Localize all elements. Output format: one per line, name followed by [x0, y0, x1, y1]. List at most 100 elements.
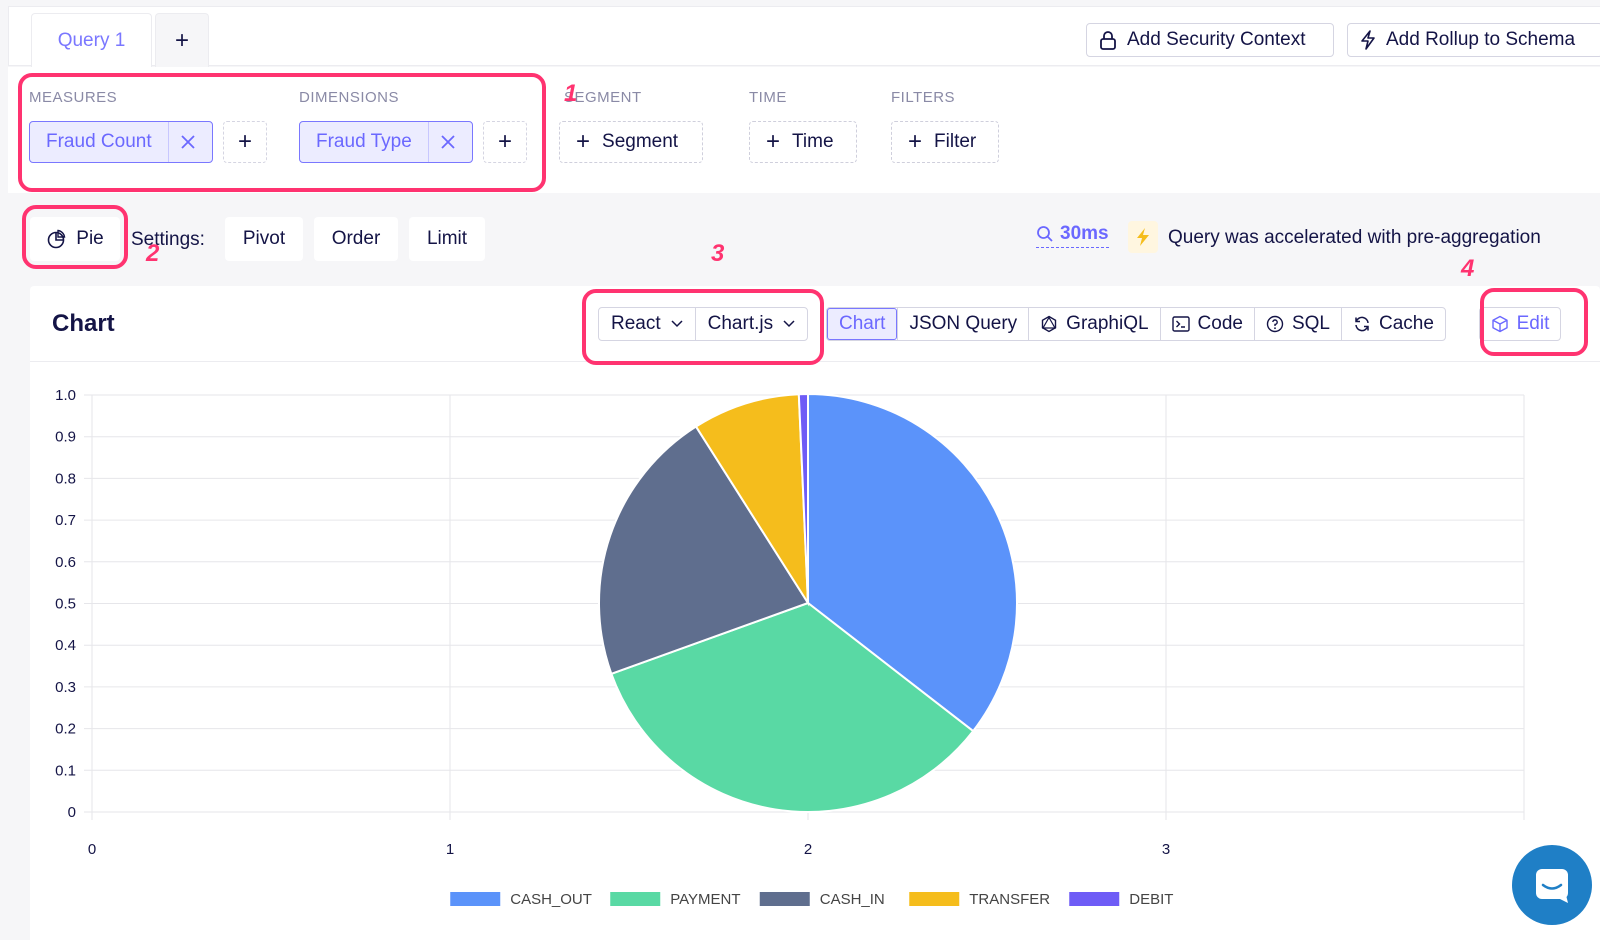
- tab-json-query[interactable]: JSON Query: [897, 308, 1028, 340]
- tab-chart[interactable]: Chart: [827, 308, 898, 340]
- x-tick-label: 0: [88, 841, 96, 858]
- pie-slice-cash-in: [598, 425, 810, 676]
- add-rollup-button[interactable]: Add Rollup to Schema: [1347, 23, 1600, 57]
- tab-code-label: Code: [1197, 313, 1243, 334]
- legend-swatch: [450, 892, 501, 906]
- chevron-down-icon: [783, 320, 795, 328]
- add-dimension-button[interactable]: +: [483, 121, 527, 163]
- tab-graphiql[interactable]: GraphiQL: [1028, 308, 1159, 340]
- pie-slice-transfer: [694, 393, 810, 607]
- view-tabs: Chart JSON Query GraphiQL Code SQL Cache: [826, 307, 1446, 341]
- y-tick-label: 0.1: [55, 762, 76, 779]
- tab-code[interactable]: Code: [1159, 308, 1254, 340]
- lock-icon: [1100, 31, 1116, 50]
- plus-icon: +: [766, 128, 781, 155]
- y-tick-label: 0.4: [55, 637, 76, 654]
- edit-label: Edit: [1516, 313, 1550, 334]
- legend-label: PAYMENT: [670, 891, 740, 908]
- y-tick-label: 0.3: [55, 679, 76, 696]
- remove-measure-close-icon[interactable]: [167, 122, 208, 162]
- acceleration-message: Query was accelerated with pre-aggregati…: [1168, 227, 1541, 248]
- measures-label: MEASURES: [29, 89, 118, 106]
- y-tick-label: 0.9: [55, 429, 76, 446]
- cube-icon: [1491, 315, 1508, 333]
- y-tick-label: 1.0: [55, 387, 76, 404]
- remove-dimension-close-icon[interactable]: [427, 122, 468, 162]
- legend-label: TRANSFER: [969, 891, 1050, 908]
- add-measure-button[interactable]: +: [223, 121, 267, 163]
- tab-sql-label: SQL: [1291, 313, 1330, 334]
- library-select[interactable]: Chart.js: [694, 308, 807, 340]
- measure-pill-fraud-count[interactable]: Fraud Count: [29, 121, 213, 163]
- timing-value: 30ms: [1060, 223, 1109, 244]
- legend-swatch: [759, 892, 810, 906]
- tab-sql[interactable]: SQL: [1253, 308, 1341, 340]
- y-tick-label: 0.6: [55, 554, 76, 571]
- y-tick-label: 0.5: [55, 596, 76, 613]
- add-time-label: Time: [792, 131, 834, 152]
- pie-chart-icon: [47, 229, 66, 249]
- order-button[interactable]: Order: [314, 217, 398, 261]
- y-tick-label: 0: [68, 804, 76, 821]
- highlight-box-2: [22, 205, 128, 269]
- chart-card: Chart React Chart.js Chart JSON Query Gr…: [30, 286, 1600, 940]
- add-filter-button[interactable]: + Filter: [891, 121, 999, 163]
- pie-slice-payment: [610, 601, 975, 813]
- search-icon: [1037, 226, 1053, 242]
- lightning-icon: [1361, 30, 1375, 50]
- annotation-3: 3: [711, 240, 725, 267]
- add-time-button[interactable]: + Time: [749, 121, 857, 163]
- dimension-pill-fraud-type[interactable]: Fraud Type: [299, 121, 473, 163]
- legend-label: CASH_IN: [820, 891, 885, 908]
- add-segment-button[interactable]: + Segment: [559, 121, 703, 163]
- y-tick-label: 0.8: [55, 470, 76, 487]
- framework-select[interactable]: React: [599, 308, 695, 340]
- limit-button[interactable]: Limit: [409, 217, 485, 261]
- tab-query-1[interactable]: Query 1: [31, 13, 152, 67]
- pie-slice-debit: [797, 392, 809, 604]
- dimension-pill-label: Fraud Type: [316, 131, 412, 152]
- highlight-box-4: [1480, 288, 1588, 356]
- y-tick-label: 0.7: [55, 512, 76, 529]
- segment-label: SEGMENT: [564, 89, 642, 106]
- legend-swatch: [909, 892, 960, 906]
- legend-label: DEBIT: [1129, 891, 1173, 908]
- add-filter-label: Filter: [934, 131, 977, 152]
- plus-icon: +: [908, 128, 923, 155]
- x-tick-label: 3: [1162, 841, 1170, 858]
- legend-swatch: [1069, 892, 1120, 906]
- settings-row: Pie Settings: Pivot Order Limit 30ms Que…: [0, 193, 1600, 283]
- tab-graphiql-label: GraphiQL: [1066, 313, 1149, 334]
- legend-label: CASH_OUT: [510, 891, 592, 908]
- annotation-4: 4: [1461, 255, 1475, 282]
- add-query-tab-button[interactable]: +: [155, 13, 209, 67]
- chart-type-pie-button[interactable]: Pie: [30, 217, 120, 261]
- edit-button[interactable]: Edit: [1479, 307, 1561, 341]
- chevron-down-icon: [671, 320, 683, 328]
- pie-chart: 1.0 0.9 0.8 0.7 0.6 0.5 0.4 0.3 0.2 0.1 0 0 1 2 3 CASH_…: [55, 387, 1525, 908]
- annotation-1: 1: [564, 80, 578, 107]
- dimensions-label: DIMENSIONS: [299, 89, 400, 106]
- highlight-box-1: [18, 73, 546, 192]
- add-security-context-button[interactable]: Add Security Context: [1086, 23, 1334, 57]
- legend-swatch: [610, 892, 661, 906]
- highlight-box-3: [582, 289, 824, 365]
- chat-launcher-button[interactable]: [1512, 845, 1592, 925]
- terminal-icon: [1171, 316, 1190, 332]
- settings-label: Settings:: [131, 229, 205, 250]
- x-tick-label: 2: [804, 841, 812, 858]
- pie-slice-cash-out: [807, 392, 1018, 733]
- query-tab-bar: Query 1 + Add Security Context Add Rollu…: [8, 6, 1600, 67]
- add-security-context-label: Add Security Context: [1127, 29, 1306, 50]
- question-circle-icon: [1266, 315, 1284, 333]
- chart-type-label: Pie: [76, 228, 104, 249]
- x-tick-label: 1: [446, 841, 454, 858]
- refresh-icon: [1355, 316, 1369, 332]
- query-timing[interactable]: 30ms: [1036, 223, 1109, 248]
- chart-card-title: Chart: [52, 310, 115, 337]
- plus-icon: +: [576, 128, 591, 155]
- tab-cache[interactable]: Cache: [1341, 308, 1445, 340]
- pivot-button[interactable]: Pivot: [225, 217, 303, 261]
- add-rollup-label: Add Rollup to Schema: [1386, 29, 1576, 50]
